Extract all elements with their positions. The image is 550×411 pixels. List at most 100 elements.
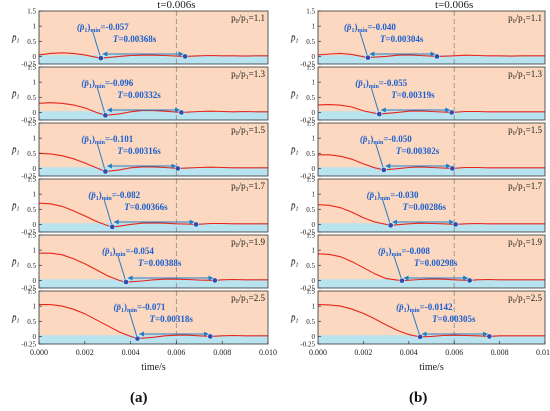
period-end-point	[466, 277, 473, 284]
period-value-label: T=0.00318s	[149, 314, 193, 324]
y-tick-label: 1	[33, 191, 37, 199]
x-tick-label: 0.010	[536, 348, 550, 357]
y-tick-label: 1.5	[306, 120, 315, 128]
baseline-band	[39, 111, 268, 120]
y-tick-label: 1	[33, 23, 37, 31]
min-point	[109, 224, 116, 230]
min-value-label: (p̄1)min=-0.0142	[396, 302, 453, 314]
period-value-label: T=0.00286s	[403, 202, 447, 212]
period-value-label: T=0.00302s	[396, 146, 440, 156]
y-tick-label: 0	[312, 221, 316, 229]
baseline-band	[39, 279, 268, 288]
period-value-label: T=0.00298s	[414, 258, 458, 268]
baseline-band	[318, 279, 545, 288]
y-tick-label: -0.25	[21, 341, 36, 349]
y-tick-label: 0	[312, 109, 316, 117]
pressure-ratio-label: p0/p1=1.3	[231, 69, 265, 81]
baseline-band	[318, 223, 545, 232]
min-point	[399, 277, 405, 284]
y-tick-label: 0	[312, 277, 316, 285]
y-tick-label: 1.5	[306, 288, 315, 296]
y-tick-label: 1.5	[27, 232, 36, 240]
plot-frame	[317, 234, 546, 289]
y-tick-label: 1.5	[27, 8, 36, 16]
pressure-ratio-label: p0/p1=2.5	[508, 293, 542, 305]
y-tick-label: 0.5	[306, 206, 315, 214]
period-end-point	[193, 221, 199, 228]
min-point	[102, 168, 109, 175]
y-tick-label: -0.25	[21, 61, 36, 69]
period-value-label: T=0.00319s	[391, 90, 435, 100]
y-tick-label: 0.5	[306, 318, 315, 326]
y-axis-label: p̄1	[290, 313, 299, 325]
min-leader-line	[96, 143, 106, 172]
min-point	[365, 54, 371, 61]
y-axis-label: p̄1	[11, 145, 20, 157]
period-end-point	[452, 221, 459, 228]
pressure-ratio-label: p0/p1=1.7	[508, 181, 542, 193]
period-end-point	[486, 333, 493, 340]
y-tick-label: 0	[33, 53, 37, 61]
y-axis-label: p̄1	[290, 33, 299, 45]
plot-frame	[317, 178, 546, 233]
y-tick-label: 0.5	[306, 38, 315, 46]
x-tick-label: 0.004	[122, 348, 140, 357]
period-end-point	[174, 165, 181, 172]
y-axis-label: p̄1	[290, 145, 299, 157]
y-axis-label: p̄1	[290, 201, 299, 213]
min-leader-line	[382, 199, 392, 226]
y-axis-label: p̄1	[11, 201, 20, 213]
min-point	[134, 335, 141, 342]
x-tick-label: 0.000	[30, 348, 48, 357]
x-axis-label: time/s	[419, 362, 444, 373]
period-value-label: T=0.00332s	[117, 90, 161, 100]
min-point	[97, 55, 104, 62]
pressure-ratio-label: p0/p1=1.5	[508, 125, 542, 137]
y-tick-label: 1	[33, 79, 37, 87]
min-leader-line	[96, 87, 106, 116]
period-end-point	[178, 109, 185, 116]
plot-frame	[38, 290, 269, 345]
y-tick-label: 1.5	[27, 120, 36, 128]
period-end-point	[212, 277, 218, 284]
baseline-band	[318, 335, 545, 344]
y-tick-label: -0.25	[300, 341, 315, 349]
marker-time-label: t=0.006s	[435, 0, 473, 11]
y-tick-label: 1	[312, 191, 316, 199]
y-tick-label: -0.25	[300, 229, 315, 237]
x-axis-label: time/s	[141, 362, 166, 373]
x-tick-label: 0.006	[445, 348, 463, 357]
plot-frame	[317, 10, 546, 65]
baseline-band	[39, 335, 268, 344]
baseline-band	[39, 55, 268, 64]
y-tick-label: 1	[312, 303, 316, 311]
plot-frame	[38, 122, 269, 177]
y-tick-label: 0.5	[27, 150, 36, 158]
min-point	[417, 334, 423, 340]
y-tick-label: 0.5	[306, 94, 315, 102]
pressure-ratio-label: p0/p1=1.7	[231, 181, 265, 193]
y-axis-label: p̄1	[290, 257, 299, 269]
y-tick-label: 0	[33, 109, 37, 117]
y-tick-label: 0.5	[27, 38, 36, 46]
y-tick-label: 0	[33, 165, 37, 173]
y-tick-label: -0.25	[300, 285, 315, 293]
x-tick-label: 0.000	[309, 348, 327, 357]
min-value-label: (p̄1)min=-0.071	[113, 302, 165, 314]
period-value-label: T=0.00368s	[113, 34, 157, 44]
marker-time-label: t=0.006s	[157, 0, 195, 11]
x-tick-label: 0.006	[167, 348, 185, 357]
x-tick-label: 0.004	[400, 348, 418, 357]
y-tick-label: -0.25	[300, 61, 315, 69]
plot-frame	[38, 10, 269, 65]
period-end-point	[448, 109, 455, 116]
min-value-label: (p̄1)min=-0.008	[378, 246, 430, 258]
y-tick-label: -0.25	[21, 117, 36, 125]
y-tick-label: 1.5	[306, 232, 315, 240]
baseline-band	[318, 111, 545, 120]
min-value-label: (p̄1)min=-0.101	[81, 134, 133, 146]
min-value-label: (p̄1)min=-0.030	[367, 190, 419, 202]
min-value-label: (p̄1)min=-0.082	[88, 190, 140, 202]
y-tick-label: 1	[33, 247, 37, 255]
